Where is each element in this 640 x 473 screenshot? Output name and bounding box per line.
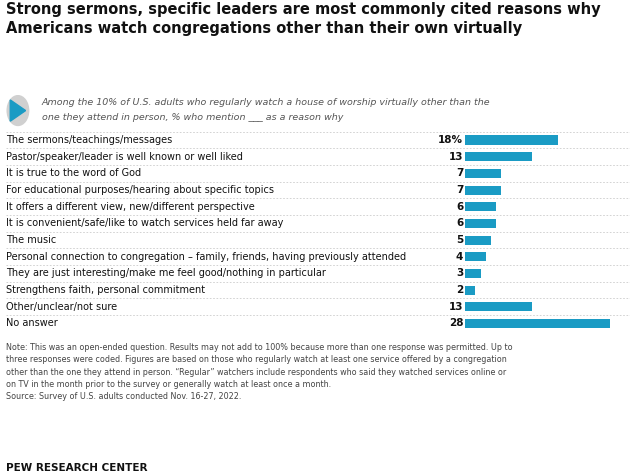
Text: three responses were coded. Figures are based on those who regularly watch at le: three responses were coded. Figures are … <box>6 355 507 364</box>
Text: Other/unclear/not sure: Other/unclear/not sure <box>6 302 118 312</box>
Bar <box>465 319 610 328</box>
Text: It is true to the word of God: It is true to the word of God <box>6 168 141 178</box>
Text: They are just interesting/make me feel good/nothing in particular: They are just interesting/make me feel g… <box>6 269 326 279</box>
Bar <box>465 252 486 262</box>
Polygon shape <box>10 100 26 121</box>
Text: on TV in the month prior to the survey or generally watch at least once a month.: on TV in the month prior to the survey o… <box>6 380 332 389</box>
Text: Among the 10% of U.S. adults who regularly watch a house of worship virtually ot: Among the 10% of U.S. adults who regular… <box>42 98 490 107</box>
Bar <box>465 202 496 211</box>
Bar <box>465 152 532 161</box>
Text: 2: 2 <box>456 285 463 295</box>
Text: Strengthens faith, personal commitment: Strengthens faith, personal commitment <box>6 285 205 295</box>
Circle shape <box>7 96 29 125</box>
Text: 6: 6 <box>456 219 463 228</box>
Bar <box>465 302 532 311</box>
Text: 13: 13 <box>449 302 463 312</box>
Text: It is convenient/safe/like to watch services held far away: It is convenient/safe/like to watch serv… <box>6 219 284 228</box>
Text: other than the one they attend in person. “Regular” watchers include respondents: other than the one they attend in person… <box>6 368 507 377</box>
Text: 6: 6 <box>456 202 463 212</box>
Bar <box>465 286 476 295</box>
Text: Source: Survey of U.S. adults conducted Nov. 16-27, 2022.: Source: Survey of U.S. adults conducted … <box>6 392 242 401</box>
Text: Note: This was an open-ended question. Results may not add to 100% because more : Note: This was an open-ended question. R… <box>6 343 513 352</box>
Bar <box>465 219 496 228</box>
Text: 13: 13 <box>449 152 463 162</box>
Text: For educational purposes/hearing about specific topics: For educational purposes/hearing about s… <box>6 185 275 195</box>
Text: 5: 5 <box>456 235 463 245</box>
Text: Strong sermons, specific leaders are most commonly cited reasons why
Americans w: Strong sermons, specific leaders are mos… <box>6 2 601 36</box>
Bar <box>465 185 501 195</box>
Text: The sermons/teachings/messages: The sermons/teachings/messages <box>6 135 173 145</box>
Text: It offers a different view, new/different perspective: It offers a different view, new/differen… <box>6 202 255 212</box>
Text: 3: 3 <box>456 269 463 279</box>
Text: No answer: No answer <box>6 318 58 328</box>
Text: 7: 7 <box>456 168 463 178</box>
Text: 28: 28 <box>449 318 463 328</box>
Text: PEW RESEARCH CENTER: PEW RESEARCH CENTER <box>6 463 148 473</box>
Text: 4: 4 <box>456 252 463 262</box>
Text: 7: 7 <box>456 185 463 195</box>
Text: one they attend in person, % who mention ___ as a reason why: one they attend in person, % who mention… <box>42 113 343 122</box>
Text: Personal connection to congregation – family, friends, having previously attende: Personal connection to congregation – fa… <box>6 252 406 262</box>
Text: 18%: 18% <box>438 135 463 145</box>
Text: The music: The music <box>6 235 57 245</box>
Bar <box>465 135 558 145</box>
Text: Pastor/speaker/leader is well known or well liked: Pastor/speaker/leader is well known or w… <box>6 152 243 162</box>
Bar <box>465 236 491 245</box>
Bar <box>465 269 481 278</box>
Bar <box>465 169 501 178</box>
